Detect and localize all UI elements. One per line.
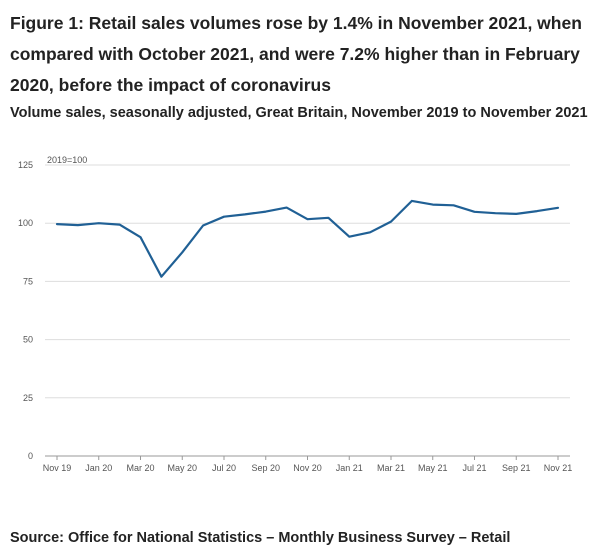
x-tick-label: Nov 21 [544, 463, 573, 473]
x-tick-label: May 20 [167, 463, 197, 473]
x-tick-label: May 21 [418, 463, 448, 473]
x-tick-label: Nov 20 [293, 463, 322, 473]
y-tick-label: 75 [23, 276, 33, 286]
y-tick-label: 125 [18, 160, 33, 170]
x-tick-label: Jul 21 [462, 463, 486, 473]
y-unit-label: 2019=100 [47, 155, 87, 165]
y-tick-label: 0 [28, 451, 33, 461]
x-tick-label: Sep 20 [251, 463, 280, 473]
x-tick-label: Mar 21 [377, 463, 405, 473]
x-tick-label: Jan 20 [85, 463, 112, 473]
x-tick-label: Nov 19 [43, 463, 72, 473]
source-note: Source: Office for National Statistics –… [10, 530, 511, 546]
x-tick-label: Jan 21 [336, 463, 363, 473]
x-tick-label: Jul 20 [212, 463, 236, 473]
x-tick-label: Sep 21 [502, 463, 531, 473]
chart-title: Figure 1: Retail sales volumes rose by 1… [10, 13, 582, 95]
y-tick-label: 25 [23, 393, 33, 403]
x-tick-label: Mar 20 [126, 463, 154, 473]
y-tick-label: 100 [18, 218, 33, 228]
chart-subtitle: Volume sales, seasonally adjusted, Great… [10, 105, 588, 121]
series-line [55, 199, 560, 278]
y-tick-label: 50 [23, 335, 33, 345]
